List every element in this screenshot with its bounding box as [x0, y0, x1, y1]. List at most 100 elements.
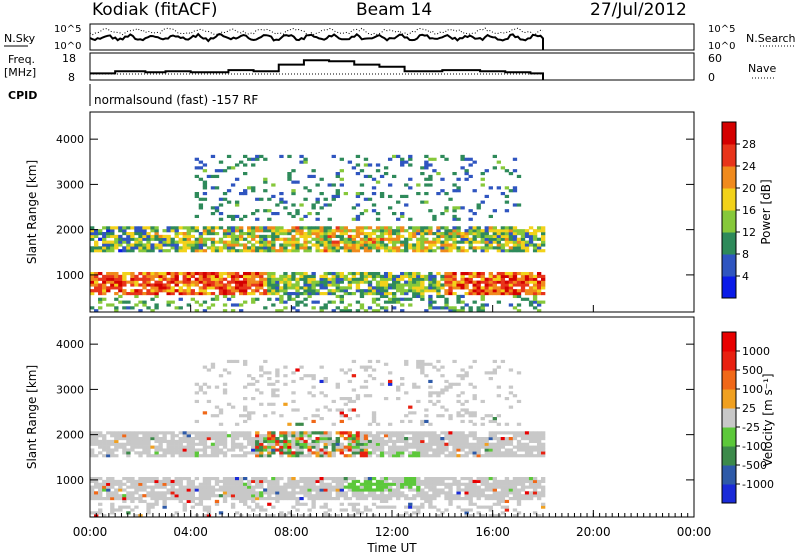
heatmap-cell: [387, 246, 393, 250]
heatmap-cell: [536, 434, 542, 438]
heatmap-cell: [295, 448, 300, 452]
heatmap-cell: [279, 274, 284, 279]
heatmap-cell: [267, 371, 272, 375]
heatmap-cell: [355, 249, 361, 253]
heatmap-cell: [528, 289, 534, 293]
heatmap-cell: [247, 439, 252, 444]
heatmap-cell: [271, 514, 276, 518]
heatmap-cell: [110, 232, 115, 236]
heatmap-cell: [190, 431, 195, 435]
heatmap-cell: [162, 283, 167, 287]
heatmap-cell: [504, 397, 510, 401]
heatmap-cell: [532, 243, 538, 247]
heatmap-cell: [134, 294, 139, 299]
heatmap-cell: [174, 477, 179, 481]
heatmap-cell: [392, 442, 397, 446]
heatmap-cell: [114, 234, 119, 239]
heatmap-cell: [299, 300, 304, 304]
heatmap-cell: [118, 482, 123, 486]
nsearch-label: N.Search: [746, 32, 796, 45]
heatmap-cell: [359, 485, 365, 489]
heatmap-cell: [98, 249, 103, 253]
heatmap-cell: [396, 448, 401, 452]
heatmap-cell: [174, 306, 179, 310]
heatmap-cell: [468, 431, 473, 435]
heatmap-cell: [440, 488, 445, 492]
heatmap-cell: [480, 491, 485, 495]
heatmap-cell: [214, 405, 220, 409]
heatmap-cell: [283, 200, 288, 204]
count-tick-bottom-left: 10^0: [54, 41, 81, 52]
heatmap-cell: [251, 491, 256, 495]
heatmap-cell: [287, 212, 292, 216]
heatmap-cell: [198, 286, 204, 290]
heatmap-cell: [238, 232, 244, 236]
heatmap-cell: [186, 283, 191, 287]
heatmap-cell: [315, 451, 320, 455]
heatmap-cell: [400, 439, 405, 444]
heatmap-cell: [275, 497, 280, 501]
heatmap-cell: [428, 249, 433, 253]
heatmap-cell: [255, 249, 260, 253]
heatmap-cell: [279, 289, 284, 293]
heatmap-cell: [492, 246, 497, 250]
heatmap-cell: [484, 229, 489, 233]
heatmap-cell: [243, 397, 248, 401]
heatmap-cell: [98, 229, 103, 233]
heatmap-cell: [98, 494, 103, 498]
heatmap-cell: [524, 280, 530, 284]
heatmap-cell: [436, 294, 441, 299]
heatmap-cell: [182, 292, 187, 296]
heatmap-cell: [464, 439, 469, 444]
heatmap-cell: [343, 371, 349, 375]
heatmap-cell: [452, 280, 457, 284]
heatmap-cell: [508, 237, 514, 241]
heatmap-cell: [138, 499, 143, 504]
heatmap-cell: [327, 488, 332, 492]
heatmap-cell: [158, 243, 163, 247]
heatmap-cell: [283, 442, 288, 446]
heatmap-cell: [267, 289, 272, 293]
heatmap-cell: [424, 494, 429, 498]
heatmap-cell: [327, 491, 332, 495]
heatmap-cell: [472, 232, 477, 236]
heatmap-cell: [186, 445, 191, 449]
heatmap-cell: [255, 439, 260, 444]
heatmap-cell: [259, 485, 264, 489]
heatmap-cell: [247, 494, 252, 498]
heatmap-cell: [387, 494, 393, 498]
heatmap-cell: [158, 448, 163, 452]
heatmap-cell: [387, 431, 393, 435]
heatmap-cell: [166, 442, 171, 446]
heatmap-cell: [178, 491, 183, 495]
heatmap-cell: [392, 249, 397, 253]
heatmap-cell: [452, 237, 457, 241]
heatmap-cell: [303, 249, 308, 253]
heatmap-cell: [496, 491, 502, 495]
heatmap-cell: [110, 277, 115, 281]
heatmap-cell: [238, 499, 244, 504]
heatmap-cell: [186, 479, 191, 484]
heatmap-cell: [375, 226, 381, 230]
heatmap-cell: [122, 434, 127, 438]
heatmap-cell: [162, 249, 167, 253]
heatmap-cell: [355, 240, 361, 244]
heatmap-cell: [291, 391, 296, 395]
heatmap-cell: [218, 286, 224, 290]
heatmap-cell: [396, 229, 401, 233]
heatmap-cell: [251, 377, 256, 381]
heatmap-cell: [448, 477, 453, 481]
heatmap-cell: [162, 234, 167, 239]
y-tick-label: 1000: [56, 474, 84, 487]
heatmap-cell: [130, 485, 135, 489]
heatmap-cell: [311, 286, 316, 290]
heatmap-cell: [492, 419, 497, 424]
heatmap-cell: [448, 277, 453, 281]
heatmap-cell: [480, 488, 485, 492]
heatmap-cell: [496, 414, 502, 418]
y-tick-label: 2000: [56, 224, 84, 237]
heatmap-cell: [255, 431, 260, 435]
heatmap-cell: [214, 286, 220, 290]
heatmap-cell: [234, 482, 240, 486]
heatmap-cell: [444, 508, 449, 512]
